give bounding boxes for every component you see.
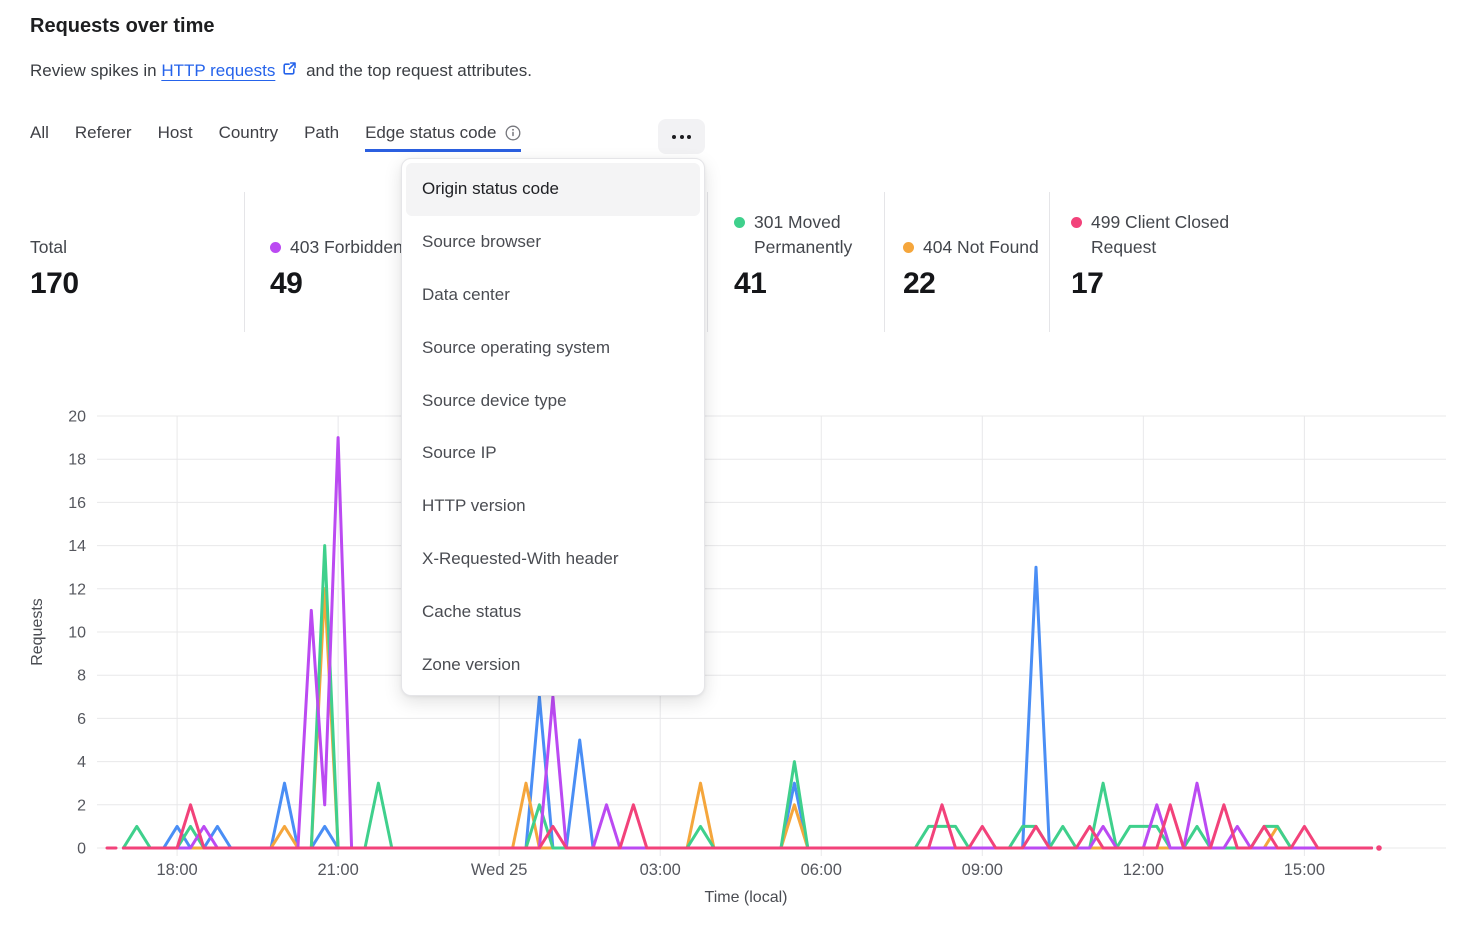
subtitle-suffix: and the top request attributes. xyxy=(301,61,532,80)
stat-label: 403 Forbidden xyxy=(290,237,403,257)
stat-divider xyxy=(1049,192,1050,332)
menu-item-origin-status-code[interactable]: Origin status code xyxy=(406,163,700,216)
y-tick-label: 6 xyxy=(77,711,86,728)
y-tick-label: 20 xyxy=(68,409,86,426)
x-tick-label: 12:00 xyxy=(1123,861,1164,879)
stat-value: 17 xyxy=(1071,267,1104,300)
y-tick-label: 18 xyxy=(68,452,86,469)
stat-dot xyxy=(1071,217,1082,228)
x-tick-label: 03:00 xyxy=(640,861,681,879)
menu-item-x-requested-with-header[interactable]: X-Requested-With header xyxy=(422,548,619,568)
page-title: Requests over time xyxy=(30,15,215,37)
stat-dot xyxy=(734,217,745,228)
attribute-dropdown-menu: Origin status code Source browser Data cen… xyxy=(401,158,705,696)
stat-total: Total 170 xyxy=(30,196,79,301)
stat-value: 170 xyxy=(30,267,79,300)
attribute-tabs: All Referer Host Country Path Edge status cod… xyxy=(30,122,522,152)
series-line-403-forbidden xyxy=(121,436,1373,850)
x-tick-label: 15:00 xyxy=(1284,861,1325,879)
menu-item-zone-version[interactable]: Zone version xyxy=(422,654,521,674)
y-tick-label: 0 xyxy=(77,841,86,858)
tab-path[interactable]: Path xyxy=(304,123,340,142)
tab-referer[interactable]: Referer xyxy=(74,123,132,142)
y-tick-label: 14 xyxy=(68,538,86,555)
stat-499-client-closed-request: 499 Client Closed Request 17 xyxy=(1071,196,1256,301)
menu-item-http-version[interactable]: HTTP version xyxy=(422,496,526,516)
stat-divider xyxy=(884,192,885,332)
ellipsis-icon xyxy=(672,134,676,139)
stat-divider xyxy=(244,192,245,332)
tab-host[interactable]: Host xyxy=(157,123,193,142)
stat-divider xyxy=(707,192,708,332)
menu-item-data-center[interactable]: Data center xyxy=(422,284,510,304)
stat-label: Total xyxy=(30,237,67,257)
x-axis-title: Time (local) xyxy=(705,889,788,906)
menu-item-source-browser[interactable]: Source browser xyxy=(422,232,542,252)
tab-all[interactable]: All xyxy=(30,123,49,142)
y-tick-label: 8 xyxy=(77,668,86,685)
menu-item-source-ip[interactable]: Source IP xyxy=(422,443,497,463)
subtitle-prefix: Review spikes in xyxy=(30,61,162,80)
stat-value: 22 xyxy=(903,267,936,300)
subtitle: Review spikes in HTTP requests and the t… xyxy=(30,61,532,81)
stat-label: 499 Client Closed Request xyxy=(1091,212,1230,257)
stat-label: 404 Not Found xyxy=(923,237,1039,257)
x-tick-label: 09:00 xyxy=(962,861,1003,879)
y-tick-label: 16 xyxy=(68,495,86,512)
y-axis-title: Requests xyxy=(29,598,46,666)
stat-403-forbidden: 403 Forbidden 49 xyxy=(270,196,403,301)
http-requests-link[interactable]: HTTP requests xyxy=(161,61,276,80)
stat-404-not-found: 404 Not Found 22 xyxy=(903,196,1039,301)
series-end-dot xyxy=(1376,845,1382,851)
external-link-icon xyxy=(282,61,297,81)
menu-item-source-operating-system[interactable]: Source operating system xyxy=(422,337,611,357)
stat-value: 41 xyxy=(734,267,767,300)
menu-item-source-device-type[interactable]: Source device type xyxy=(422,390,567,410)
x-tick-label: 18:00 xyxy=(156,861,197,879)
series-line-499-client-closed-request xyxy=(121,803,1373,850)
x-tick-label: Wed 25 xyxy=(471,861,528,879)
stat-301-moved-permanently: 301 Moved Permanently 41 xyxy=(734,196,869,301)
y-tick-label: 10 xyxy=(68,625,86,642)
stat-label: 301 Moved Permanently xyxy=(754,212,853,257)
menu-item-cache-status[interactable]: Cache status xyxy=(422,601,522,621)
tab-country[interactable]: Country xyxy=(218,123,279,142)
stat-dot xyxy=(903,242,914,253)
series-line-301-moved-permanently xyxy=(121,544,1373,850)
more-tabs-button[interactable] xyxy=(658,119,705,154)
tab-edge-status-code[interactable]: Edge status code xyxy=(365,122,522,152)
x-tick-label: 06:00 xyxy=(801,861,842,879)
info-icon[interactable] xyxy=(505,125,521,141)
y-tick-label: 12 xyxy=(68,581,86,598)
y-tick-label: 2 xyxy=(77,797,86,814)
x-tick-label: 21:00 xyxy=(317,861,358,879)
y-tick-label: 4 xyxy=(77,754,86,771)
stat-value: 49 xyxy=(270,267,303,300)
stat-dot xyxy=(270,242,281,253)
